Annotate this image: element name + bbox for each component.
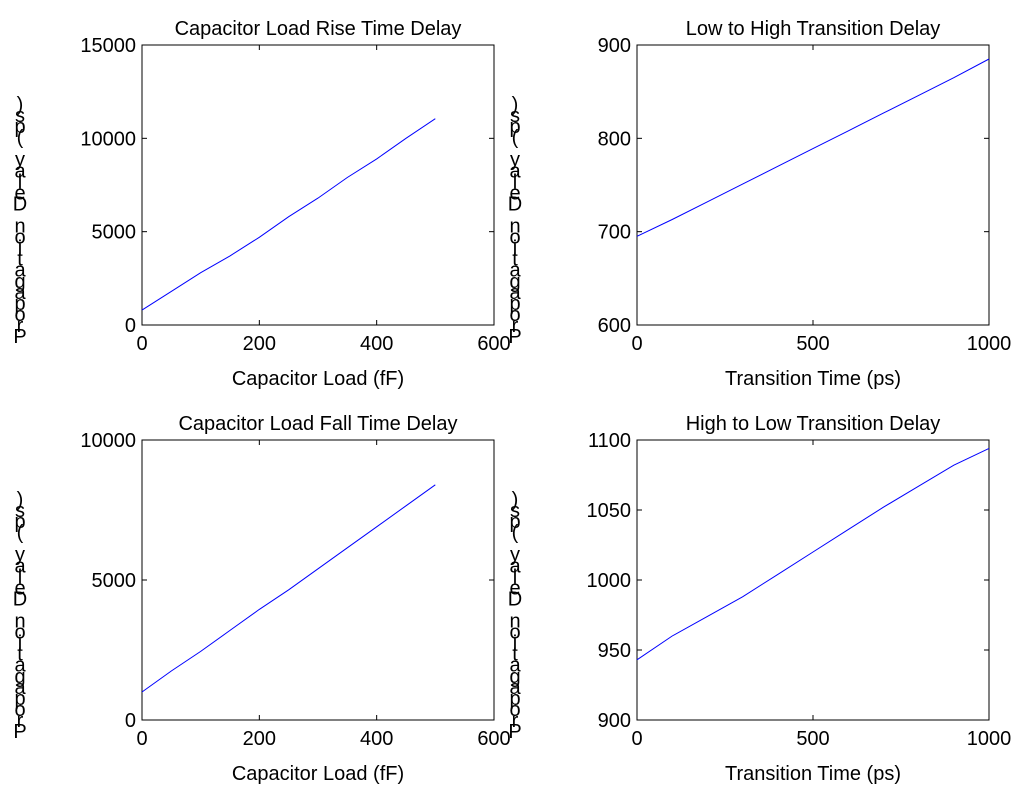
subplot-2: Low to High Transition Delay Transition T… [508,18,1011,390]
x-tick-label: 1000 [967,333,1012,355]
y-tick-label: 1100 [588,430,631,452]
series-line-1 [141,118,436,311]
y-tick-label: 1050 [587,500,632,522]
x-tick-label: 0 [631,728,642,750]
axes-box [141,439,495,721]
series-line-1 [636,447,990,661]
x-tick-label: 500 [796,333,829,355]
y-tick-label: 900 [598,35,631,57]
chart-title: Low to High Transition Delay [686,18,941,40]
chart-title: Capacitor Load Fall Time Delay [178,413,457,435]
y-tick-label: 900 [598,710,631,732]
y-tick-label: 600 [598,315,631,337]
x-tick-label: 600 [477,728,510,750]
x-axis-label: Transition Time (ps) [725,368,901,390]
x-tick-label: 0 [631,333,642,355]
x-tick-label: 500 [796,728,829,750]
x-tick-label: 400 [360,728,393,750]
axes-box [141,44,495,326]
y-tick-label: 10000 [80,430,136,452]
y-tick-label: 1000 [587,570,632,592]
x-axis-label: Capacitor Load (fF) [232,368,404,390]
x-axis-label: Capacitor Load (fF) [232,763,404,785]
chart-title: High to Low Transition Delay [686,413,941,435]
subplot-4: High to Low Transition Delay Transition T… [508,413,1011,785]
y-tick-label: 800 [598,128,631,150]
subplot-3: Capacitor Load Fall Time Delay Capacitor … [13,413,511,785]
axes-box [636,44,990,326]
x-tick-label: 200 [243,728,276,750]
x-axis-label: Transition Time (ps) [725,763,901,785]
series-line-1 [141,484,436,693]
y-tick-label: 950 [598,640,631,662]
y-tick-label: 10000 [80,128,136,150]
y-tick-label: 5000 [92,570,137,592]
series-line-1 [636,58,990,237]
x-tick-label: 200 [243,333,276,355]
x-tick-label: 0 [136,333,147,355]
y-tick-label: 15000 [80,35,136,57]
x-tick-label: 600 [477,333,510,355]
axes-box [636,439,990,721]
y-tick-label: 0 [125,710,136,732]
x-tick-label: 0 [136,728,147,750]
x-tick-label: 1000 [967,728,1012,750]
y-tick-label: 5000 [92,222,137,244]
y-tick-label: 700 [598,222,631,244]
chart-title: Capacitor Load Rise Time Delay [175,18,462,40]
x-tick-label: 400 [360,333,393,355]
subplot-1: Capacitor Load Rise Time Delay Capacitor … [13,18,511,390]
y-tick-label: 0 [125,315,136,337]
